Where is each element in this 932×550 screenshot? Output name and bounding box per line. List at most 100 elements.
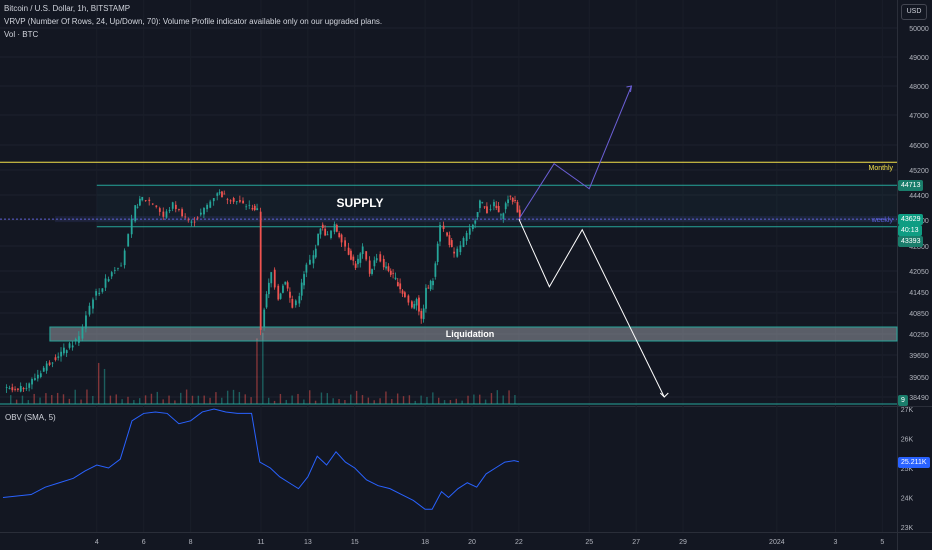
price-tick-label: 40850 [909,311,929,318]
volume-bar [56,392,59,404]
currency-button[interactable]: USD [901,4,927,20]
volume-bar [350,394,352,404]
candle [507,199,509,203]
volume-bar [385,391,387,404]
bullish-projection-line [518,85,632,220]
candle [178,209,180,210]
time-tick-label: 29 [679,539,687,546]
candle [136,206,139,208]
candle [248,204,251,206]
candle [354,263,357,268]
candle [11,387,14,391]
candle [28,383,31,388]
volume-bar [262,332,264,404]
liquidation-label: Liquidation [446,329,495,339]
candle [5,387,8,388]
candle [92,299,94,309]
candle [407,295,410,303]
price-tag-bottom: 43393 [898,236,924,247]
candle [357,258,359,265]
price-tick-label: 45200 [909,168,929,175]
volume-bar [461,400,463,404]
candle [317,233,320,246]
time-tick-label: 22 [515,539,523,546]
candle [446,232,449,236]
candle [495,205,498,209]
candle [187,219,190,221]
time-tick-label: 20 [468,539,476,546]
candle [448,235,451,245]
price-tick-label: 47000 [909,113,929,120]
candle [418,297,420,312]
candle [387,266,390,271]
candle [85,315,87,329]
obv-tick-label: 26K [901,437,914,444]
candle [206,204,209,210]
volume-bar [51,395,53,404]
candle [314,248,317,258]
candle [19,385,22,392]
volume-bar [502,395,504,404]
time-tick-label: 25 [585,539,593,546]
volume-bar [191,395,194,404]
volume-bar [361,395,364,404]
chart-annotations: SUPPLY Liquidation Monthly weekly [337,165,894,339]
candle [270,272,273,284]
volume-bar [355,390,358,404]
volume-bar [62,394,65,404]
volume-bar [21,395,24,404]
volume-bar [92,395,94,404]
bearish-projection-line [518,218,665,398]
volume-bar [109,395,112,404]
candle [259,211,262,330]
volume-bar [27,400,30,404]
price-tag-countdown: 40:13 [898,225,922,236]
candle [113,269,116,271]
candle [60,351,63,357]
candle [263,309,266,328]
volume-bar [121,399,123,404]
volume-bar [74,389,76,404]
time-tick-label: 3 [834,539,838,546]
candle [57,356,60,358]
volume-bar [68,398,71,404]
candle [120,265,123,267]
candle [442,225,445,229]
volume-bar [197,395,200,404]
candle [312,255,315,264]
volume-bar [150,393,153,404]
candle [465,233,468,241]
candle [462,238,465,248]
volume-bar [455,398,457,404]
zones [0,161,898,405]
volume-bar [344,400,346,404]
candle [489,209,492,210]
candle [321,224,324,228]
candle [151,203,154,205]
candle [514,199,517,201]
candle [139,198,141,206]
vrvp-notice: VRVP (Number Of Rows, 24, Up/Down, 70): … [4,17,383,26]
price-tick-label: 40250 [909,332,929,339]
volume-bar [338,398,340,404]
candle [497,205,500,213]
candle [511,197,514,202]
obv-line [2,408,520,510]
volume-bar [484,399,487,404]
candles [5,189,521,393]
candle [291,299,294,308]
price-tick-label: 44400 [909,193,929,200]
candle [509,195,512,197]
candle [413,304,416,309]
volume-bar [490,393,493,404]
candle [373,260,376,267]
candle [504,203,507,210]
candle [474,220,477,224]
candle [352,256,355,261]
volume-bar [103,368,106,404]
candle [415,299,418,306]
volume-bar [514,395,516,404]
volume-bar [320,392,323,404]
